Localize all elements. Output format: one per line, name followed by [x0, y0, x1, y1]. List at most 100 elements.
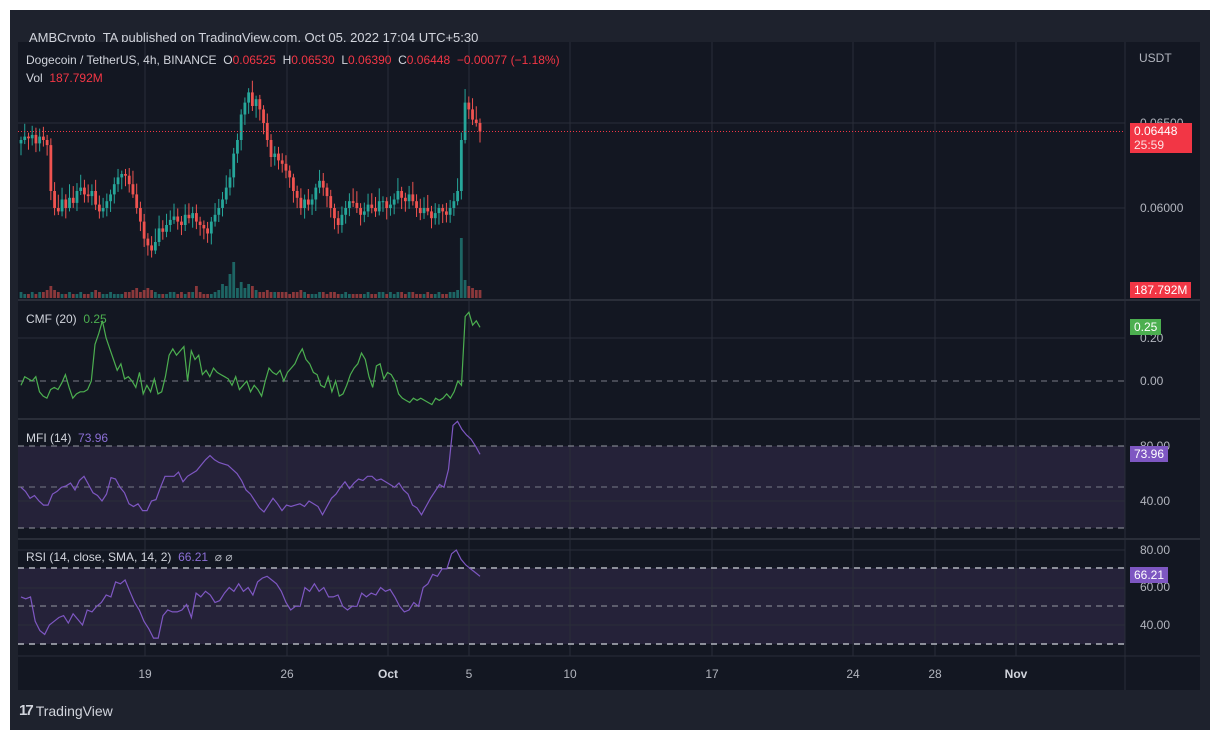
volume-bar — [60, 294, 64, 298]
candle-body — [336, 218, 340, 225]
low-value: 0.06390 — [348, 53, 392, 67]
candle-body — [247, 92, 251, 103]
candle-body — [415, 201, 418, 208]
volume-bar — [153, 292, 157, 298]
candle-body — [68, 197, 71, 208]
candle-body — [71, 197, 75, 203]
time-label: 26 — [280, 667, 294, 681]
volume-bar — [247, 284, 251, 298]
candle-body — [366, 204, 370, 212]
symbol-name[interactable]: Dogecoin / TetherUS, 4h, BINANCE — [26, 53, 217, 67]
candle-body — [269, 140, 273, 157]
volume-value: 187.792M — [49, 71, 103, 85]
volume-bar — [400, 292, 404, 298]
candle-body — [433, 213, 437, 219]
candle-body — [340, 214, 344, 225]
candle-body — [23, 136, 27, 140]
rsi-legend[interactable]: RSI (14, close, SMA, 14, 2) 66.21 ⌀ ⌀ — [26, 550, 233, 564]
chart-area[interactable]: Dogecoin / TetherUS, 4h, BINANCE O0.0652… — [18, 42, 1200, 690]
volume-bar — [377, 292, 381, 298]
tradingview-brand[interactable]: 17 TradingView — [19, 702, 113, 719]
candle-body — [385, 201, 389, 208]
volume-bar — [53, 290, 56, 298]
volume-bar — [64, 294, 68, 298]
volume-bar — [217, 290, 221, 298]
candle-body — [120, 174, 124, 178]
candle-body — [426, 208, 430, 212]
volume-bar — [161, 294, 165, 298]
rsi-tick-0: 80.00 — [1140, 543, 1171, 557]
volume-bar — [467, 286, 471, 298]
volume-bar — [19, 292, 23, 298]
candle-body — [381, 201, 385, 203]
volume-bar — [411, 292, 415, 298]
volume-bar — [448, 292, 452, 298]
candle-body — [403, 197, 407, 202]
volume-bar — [254, 290, 258, 298]
candle-body — [437, 208, 441, 214]
candle-body — [19, 140, 23, 144]
candle-body — [243, 102, 247, 115]
mfi-legend[interactable]: MFI (14) 73.96 — [26, 431, 108, 445]
volume-bar — [389, 292, 392, 298]
volume-bar — [430, 294, 433, 298]
volume-bar — [139, 292, 142, 298]
rsi-hidden-plots-icon[interactable]: ⌀ ⌀ — [214, 550, 233, 564]
candle-body — [325, 187, 329, 197]
candle-body — [310, 199, 314, 205]
candle-body — [228, 177, 232, 188]
volume-bar — [180, 292, 183, 298]
bar-countdown: 25:59 — [1134, 138, 1165, 152]
time-label: Oct — [377, 667, 399, 681]
volume-bar — [422, 294, 426, 298]
volume-bar — [206, 294, 209, 298]
candle-body — [441, 208, 445, 212]
volume-legend[interactable]: Vol 187.792M — [26, 71, 103, 85]
volume-bar — [366, 292, 370, 298]
candle-body — [329, 196, 333, 208]
volume-bar — [280, 292, 284, 298]
volume-bar — [183, 294, 187, 298]
candle-body — [112, 184, 116, 195]
volume-bar — [135, 288, 139, 298]
candle-body — [27, 136, 30, 139]
candle-body — [34, 134, 38, 144]
candle-body — [165, 225, 168, 232]
candle-body — [183, 214, 187, 225]
chart-canvas[interactable] — [18, 42, 1200, 690]
candle-body — [295, 191, 299, 198]
volume-bar — [187, 292, 191, 298]
volume-bar — [407, 292, 411, 298]
candle-body — [422, 208, 426, 214]
candle-body — [124, 174, 127, 176]
volume-bar — [265, 290, 269, 298]
candle-body — [333, 208, 336, 219]
candle-body — [116, 177, 120, 185]
volume-bar — [221, 284, 224, 298]
candle-body — [142, 221, 146, 239]
volume-bar — [75, 294, 79, 298]
cmf-legend[interactable]: CMF (20) 0.25 — [26, 312, 107, 326]
candle-body — [377, 201, 381, 212]
candle-body — [217, 208, 221, 215]
currency-label[interactable]: USDT — [1139, 51, 1172, 65]
volume-bar — [120, 294, 124, 298]
volume-bar — [433, 294, 437, 298]
volume-bar — [27, 294, 30, 298]
volume-bar — [295, 292, 299, 298]
candle-body — [445, 211, 448, 215]
volume-bar — [168, 292, 172, 298]
volume-bar — [165, 294, 168, 298]
volume-bar — [38, 292, 42, 298]
volume-bar — [362, 294, 366, 298]
candle-body — [176, 216, 180, 222]
candle-body — [221, 199, 224, 208]
candle-body — [292, 177, 295, 191]
volume-bar — [347, 294, 351, 298]
candle-body — [172, 216, 176, 220]
volume-bar — [97, 292, 101, 298]
candle-body — [187, 214, 191, 219]
rsi-label: RSI (14, close, SMA, 14, 2) — [26, 550, 172, 564]
candle-body — [30, 134, 34, 139]
candle-body — [318, 180, 321, 188]
